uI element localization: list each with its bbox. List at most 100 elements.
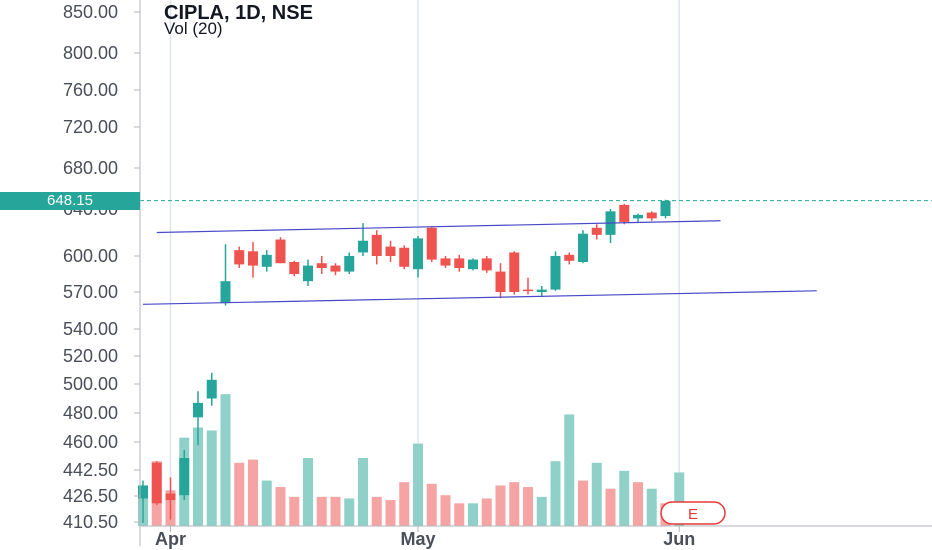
volume-bar <box>564 414 575 526</box>
price-tick-label: 410.50 <box>63 512 118 532</box>
time-axis[interactable]: Apr May Jun <box>140 525 932 549</box>
candle-body <box>481 258 492 271</box>
price-axis[interactable]: 850.00800.00760.00720.00680.00640.00600.… <box>63 0 141 546</box>
candle-body <box>413 238 423 270</box>
candle-body <box>358 240 368 253</box>
candle-body <box>440 258 451 266</box>
price-tick-label: 760.00 <box>63 80 118 100</box>
candle-body <box>399 247 410 267</box>
candlestick-series <box>138 199 671 523</box>
volume-bar <box>371 496 382 526</box>
candle-body <box>206 379 217 399</box>
price-tick-label: 500.00 <box>63 374 118 394</box>
volume-bar <box>646 488 657 526</box>
candle-body <box>633 214 643 219</box>
candle-body <box>344 256 355 272</box>
price-tick-label: 480.00 <box>63 403 118 423</box>
price-tick-label: 426.50 <box>63 486 118 506</box>
candle-body <box>385 246 396 256</box>
volume-bar <box>289 496 300 526</box>
price-tick-label: 680.00 <box>63 158 118 178</box>
trendline <box>142 290 817 305</box>
candle-body <box>303 265 313 282</box>
time-tick-label: Jun <box>663 529 695 549</box>
volume-bar <box>605 488 616 526</box>
last-price-badge: 648.15 <box>0 191 140 210</box>
grid-lines <box>169 0 680 526</box>
candle-body <box>591 227 602 235</box>
volume-bar <box>193 427 203 526</box>
candle-body <box>179 458 190 496</box>
trendlines[interactable] <box>140 200 932 305</box>
volume-bars <box>138 394 685 526</box>
candle-body <box>289 262 300 274</box>
candle-body <box>234 250 245 265</box>
candle-body <box>578 233 588 262</box>
volume-bar <box>633 482 643 526</box>
volume-bar <box>674 472 685 526</box>
price-tick-label: 850.00 <box>63 2 118 22</box>
candle-body <box>275 239 286 264</box>
candle-body <box>316 263 327 268</box>
volume-bar <box>303 458 313 526</box>
volume-bar <box>578 480 588 526</box>
volume-bar <box>358 458 368 526</box>
event-markers[interactable]: E <box>660 501 726 525</box>
candle-body <box>165 493 176 501</box>
candle-body <box>536 289 547 292</box>
volume-bar <box>523 487 533 526</box>
volume-bar <box>220 394 231 526</box>
volume-bar <box>206 430 217 526</box>
volume-bar <box>468 503 478 526</box>
candle-body <box>151 462 162 504</box>
volume-bar <box>509 482 520 526</box>
earnings-marker-pill <box>660 501 726 525</box>
volume-bar <box>440 495 451 526</box>
candle-body <box>138 485 148 499</box>
volume-bar <box>619 470 630 526</box>
time-tick-label: Apr <box>155 529 186 549</box>
candle-body <box>646 212 657 219</box>
volume-bar <box>385 500 396 526</box>
time-tick-label: May <box>400 529 435 549</box>
price-tick-label: 720.00 <box>63 117 118 137</box>
candle-body <box>220 281 231 304</box>
candle-body <box>261 254 272 267</box>
candle-body <box>193 402 203 418</box>
volume-bar <box>248 459 258 526</box>
price-tick-label: 570.00 <box>63 282 118 302</box>
earnings-marker[interactable]: E <box>660 501 726 525</box>
trendline <box>156 220 721 234</box>
volume-bar <box>275 487 286 526</box>
candle-body <box>248 251 258 266</box>
candle-body <box>509 252 520 292</box>
candle-body <box>495 271 506 292</box>
earnings-marker-label: E <box>688 506 698 523</box>
volume-bar <box>495 485 506 526</box>
price-tick-label: 460.00 <box>63 432 118 452</box>
candle-body <box>619 204 630 222</box>
price-tick-label: 600.00 <box>63 246 118 266</box>
symbol-title: CIPLA, 1D, NSE <box>164 2 313 24</box>
volume-bar <box>399 482 410 526</box>
volume-bar <box>413 443 423 526</box>
volume-bar <box>481 498 492 526</box>
volume-bar <box>454 503 465 526</box>
volume-bar <box>316 496 327 526</box>
candle-body <box>371 234 382 256</box>
candle-body <box>426 227 437 260</box>
volume-bar <box>591 462 602 526</box>
price-tick-label: 800.00 <box>63 43 118 63</box>
candle-body <box>454 258 465 268</box>
volume-bar <box>261 480 272 526</box>
volume-bar <box>234 462 245 526</box>
candle-body <box>564 254 575 261</box>
price-tick-label: 442.50 <box>63 460 118 480</box>
volume-bar <box>426 483 437 526</box>
volume-bar <box>330 496 341 526</box>
volume-bar <box>536 496 547 526</box>
volume-bar <box>344 498 355 526</box>
price-tick-label: 520.00 <box>63 346 118 366</box>
volume-bar <box>550 461 561 526</box>
